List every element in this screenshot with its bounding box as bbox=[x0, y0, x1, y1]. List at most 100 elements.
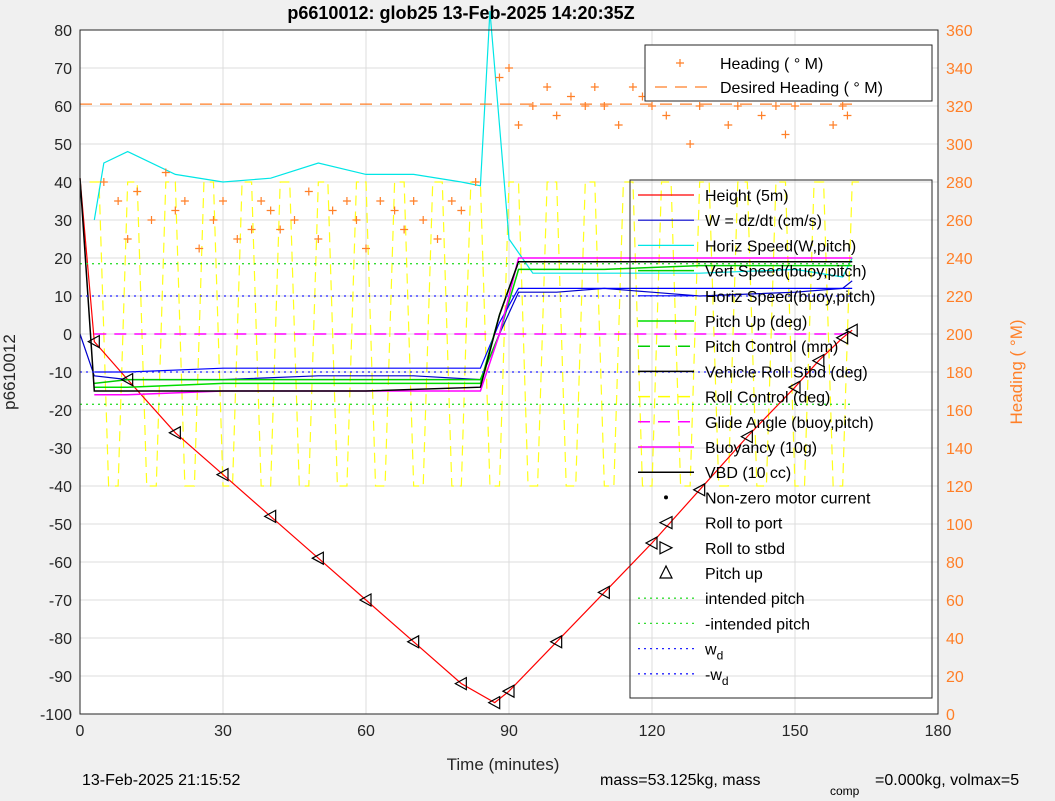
axes-labels: 0 30 60 90 120 150 180-100-90-80-70-60-50-40-3… bbox=[40, 23, 973, 740]
heading-tick-label: 80 bbox=[946, 555, 964, 572]
y-axis-label: p6610012 bbox=[0, 334, 19, 410]
legend-label: VBD (10 cc) bbox=[705, 465, 791, 482]
heading-tick-label: 320 bbox=[946, 99, 973, 116]
heading-point bbox=[447, 197, 456, 205]
roll-marker bbox=[406, 634, 420, 649]
legend-swatch bbox=[664, 495, 668, 500]
heading-point bbox=[686, 140, 695, 148]
main-legend: Height (5m) W = dz/dt (cm/s) Horiz Speed(W… bbox=[629, 179, 933, 699]
heading-tick-label: 340 bbox=[946, 61, 973, 78]
y-tick-label: 80 bbox=[54, 23, 72, 40]
roll-marker bbox=[501, 684, 515, 699]
heading-point bbox=[276, 225, 285, 234]
heading-point bbox=[457, 206, 466, 215]
y-tick-label: -20 bbox=[49, 403, 72, 420]
heading-tick-label: 160 bbox=[946, 403, 973, 420]
heading-point bbox=[400, 225, 409, 234]
y-tick-label: -60 bbox=[49, 555, 72, 572]
legend-label: Vert Speed(buoy,pitch) bbox=[705, 264, 867, 281]
roll-marker bbox=[120, 372, 134, 387]
y-tick-label: 30 bbox=[54, 213, 72, 230]
roll-marker bbox=[787, 380, 801, 395]
roll-marker bbox=[597, 585, 610, 600]
roll-marker bbox=[549, 634, 563, 649]
heading-point bbox=[133, 187, 142, 196]
y-tick-label: -30 bbox=[49, 441, 72, 458]
heading-point bbox=[147, 216, 156, 224]
footer-date: 13-Feb-2025 21:15:52 bbox=[82, 772, 241, 789]
roll-marker bbox=[311, 551, 324, 566]
footer-mass: mass=53.125kg, mass bbox=[600, 772, 761, 789]
x-tick-label: 30 bbox=[214, 723, 232, 740]
y-tick-label: 70 bbox=[54, 61, 72, 78]
x-tick-label: 0 bbox=[76, 723, 85, 740]
y-tick-label: -100 bbox=[40, 707, 72, 724]
main-legend-box bbox=[629, 179, 933, 699]
x-tick-label: 150 bbox=[782, 723, 809, 740]
heading-point bbox=[171, 206, 180, 215]
legend-swatch bbox=[658, 515, 673, 530]
series-line-4 bbox=[94, 287, 853, 373]
legend-label: Pitch Up (deg) bbox=[705, 314, 807, 331]
heading-tick-label: 280 bbox=[946, 175, 973, 192]
legend-label: Roll Control (deg) bbox=[705, 390, 830, 407]
heading-point bbox=[433, 235, 442, 243]
y-tick-label: -50 bbox=[49, 517, 72, 534]
heading-point bbox=[771, 102, 780, 110]
heading-legend-box bbox=[644, 44, 933, 102]
series-line-3 bbox=[94, 264, 853, 385]
y-tick-label: -90 bbox=[49, 669, 72, 686]
heading-point bbox=[99, 178, 108, 186]
heading-point bbox=[376, 197, 385, 205]
heading-tick-label: 360 bbox=[946, 23, 973, 40]
heading-point bbox=[648, 102, 656, 110]
roll-marker bbox=[844, 323, 858, 338]
series-line-7 bbox=[94, 257, 853, 396]
footer-volmax: =0.000kg, volmax=5 bbox=[875, 772, 1020, 789]
heading-point bbox=[342, 197, 351, 205]
legend-subscript: d bbox=[717, 649, 724, 663]
heading-point bbox=[724, 121, 733, 129]
roll-marker bbox=[454, 676, 467, 691]
heading-point bbox=[419, 216, 428, 224]
y-tick-label: 40 bbox=[54, 175, 72, 192]
heading-point bbox=[600, 102, 609, 110]
heading-axis-label: Heading ( °M) bbox=[1007, 319, 1026, 424]
y-tick-label: 0 bbox=[63, 327, 72, 344]
roll-marker bbox=[263, 509, 277, 524]
series-line-2 bbox=[93, 10, 853, 278]
y-tick-label: 20 bbox=[54, 251, 72, 268]
y-tick-label: -10 bbox=[49, 365, 72, 382]
heading-tick-label: 240 bbox=[946, 251, 973, 268]
heading-point bbox=[552, 111, 561, 120]
legend-label: Glide Angle (buoy,pitch) bbox=[705, 415, 874, 432]
heading-point bbox=[505, 64, 513, 72]
heading-tick-label: 40 bbox=[946, 631, 964, 648]
legend-label: -intended pitch bbox=[705, 616, 810, 633]
heading-point bbox=[662, 111, 671, 120]
heading-tick-label: 260 bbox=[946, 213, 973, 230]
heading-point bbox=[390, 206, 399, 215]
heading-point bbox=[362, 244, 370, 253]
legend-subscript: d bbox=[722, 674, 729, 688]
footer-comp-subscript: comp bbox=[830, 784, 860, 798]
heading-point bbox=[161, 168, 170, 177]
heading-point bbox=[209, 216, 218, 224]
heading-point bbox=[266, 206, 275, 215]
heading-point bbox=[180, 197, 189, 205]
heading-point bbox=[471, 178, 480, 186]
legend-label: Pitch Control (mm) bbox=[705, 339, 838, 356]
heading-legend: Heading ( ° M) Desired Heading ( ° M) bbox=[644, 44, 933, 102]
heading-point bbox=[328, 206, 337, 215]
x-axis-label: Time (minutes) bbox=[447, 755, 560, 774]
roll-marker bbox=[740, 429, 753, 444]
heading-legend-marker bbox=[676, 59, 684, 67]
heading-point bbox=[219, 197, 227, 205]
heading-point bbox=[781, 130, 790, 139]
roll-marker bbox=[487, 695, 501, 710]
heading-point bbox=[614, 121, 623, 129]
heading-tick-label: 20 bbox=[946, 669, 964, 686]
legend-label: W = dz/dt (cm/s) bbox=[705, 213, 822, 230]
x-tick-label: 180 bbox=[925, 723, 952, 740]
